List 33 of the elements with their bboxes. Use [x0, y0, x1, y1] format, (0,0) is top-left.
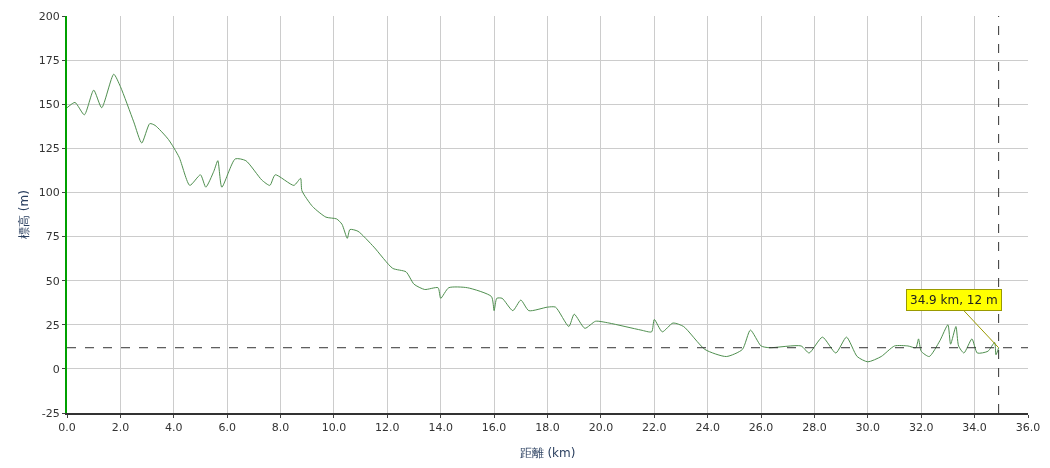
x-tick-label: 20.0	[588, 421, 614, 435]
y-tick-label: -25	[41, 406, 60, 420]
y-tick-label: 200	[38, 9, 60, 23]
x-tick-label: 8.0	[271, 421, 290, 435]
line-series	[67, 73, 1000, 363]
x-tick-label: 6.0	[218, 421, 236, 435]
x-tick-label: 2.0	[111, 421, 130, 435]
x-tick-label: 28.0	[802, 421, 827, 435]
x-tick-label: 22.0	[642, 421, 667, 435]
x-tick-label: 16.0	[481, 421, 507, 435]
y-tick-label: 50	[45, 274, 60, 288]
x-tick-label: 10.0	[321, 421, 347, 435]
x-tick-label: 34.0	[962, 421, 987, 435]
x-tick-label: 30.0	[855, 421, 881, 435]
y-tick-label: 25	[45, 318, 60, 332]
y-tick-label: 125	[38, 142, 60, 156]
annotation: 34.9 km, 12 m	[910, 293, 998, 307]
y-tick-label: 150	[38, 98, 60, 112]
x-tick-label: 24.0	[695, 421, 720, 435]
y-tick-label: 0	[52, 362, 60, 376]
x-tick-label: 12.0	[375, 421, 400, 435]
x-tick-label: 4.0	[165, 421, 183, 435]
x-tick-label: 26.0	[748, 421, 774, 435]
x-tick-label: 18.0	[535, 421, 560, 435]
x-tick-label: 32.0	[908, 421, 934, 435]
y-tick-label: 175	[38, 53, 60, 67]
y-tick-label: 100	[38, 186, 60, 200]
x-tick-label: 0.0	[58, 421, 76, 435]
x-tick-label: 14.0	[428, 421, 453, 435]
x-axis-title: 距離 (km)	[519, 445, 576, 460]
x-tick-label: 36.0	[1015, 421, 1041, 435]
y-axis-title: 標高 (m)	[16, 190, 31, 239]
y-tick-label: 75	[45, 230, 60, 244]
